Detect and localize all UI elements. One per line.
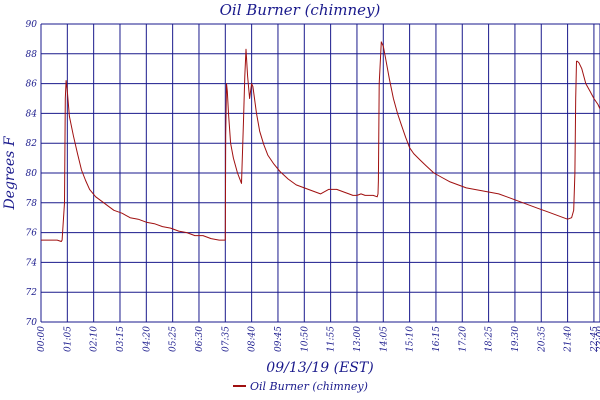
y-tick-label: 78 [26,199,38,209]
x-tick-label: 03:15 [116,326,126,352]
x-tick-label: 22:45 [590,326,600,353]
x-tick-label: 15:10 [406,326,416,352]
x-tick-label: 20:35 [537,326,547,353]
y-tick-labels: 70 72 74 76 78 80 82 84 86 88 90 [26,20,38,328]
x-axis-label: 09/13/19 (EST) [266,360,373,376]
series-lines [41,41,600,242]
series-line [41,41,600,242]
x-tick-label: 05:25 [169,326,179,352]
x-tick-label: 13:00 [353,326,363,352]
x-tick-label: 18:25 [485,326,495,352]
y-tick-label: 72 [26,288,38,298]
chart-title: Oil Burner (chimney) [220,1,381,19]
x-tick-label: 11:55 [327,326,337,352]
y-tick-label: 76 [26,229,38,239]
x-tick-label: 08:40 [248,326,258,352]
y-tick-label: 90 [26,20,38,30]
x-tick-label: 14:05 [379,326,389,352]
y-tick-label: 70 [26,318,38,328]
legend: Oil Burner (chimney) [233,380,368,393]
x-tick-label: 21:40 [564,326,574,353]
x-tick-label: 02:10 [90,326,100,352]
x-tick-label: 23:00 [596,326,600,353]
y-tick-label: 88 [26,50,38,60]
legend-label: Oil Burner (chimney) [250,380,368,393]
x-tick-label: 01:05 [63,326,73,352]
x-tick-label: 09:45 [274,326,284,352]
y-tick-label: 82 [26,139,38,149]
y-tick-label: 74 [26,258,38,268]
x-tick-labels: 00:00 01:05 02:10 03:15 04:20 05:25 06:30 07:35… [37,326,600,353]
chart-grid [40,23,600,323]
x-tick-label: 19:30 [511,326,521,352]
y-tick-label: 86 [26,80,38,90]
y-tick-label: 84 [26,109,38,119]
x-tick-label: 16:15 [432,326,442,352]
x-tick-label: 06:30 [195,326,205,352]
x-tick-label: 04:20 [142,326,152,352]
x-tick-label: 07:35 [221,326,231,352]
x-tick-label: 17:20 [458,326,468,352]
x-tick-label: 00:00 [37,326,47,352]
x-tick-label: 10:50 [300,326,310,352]
y-axis-label: Degrees F [2,135,18,210]
y-tick-label: 80 [26,169,38,179]
